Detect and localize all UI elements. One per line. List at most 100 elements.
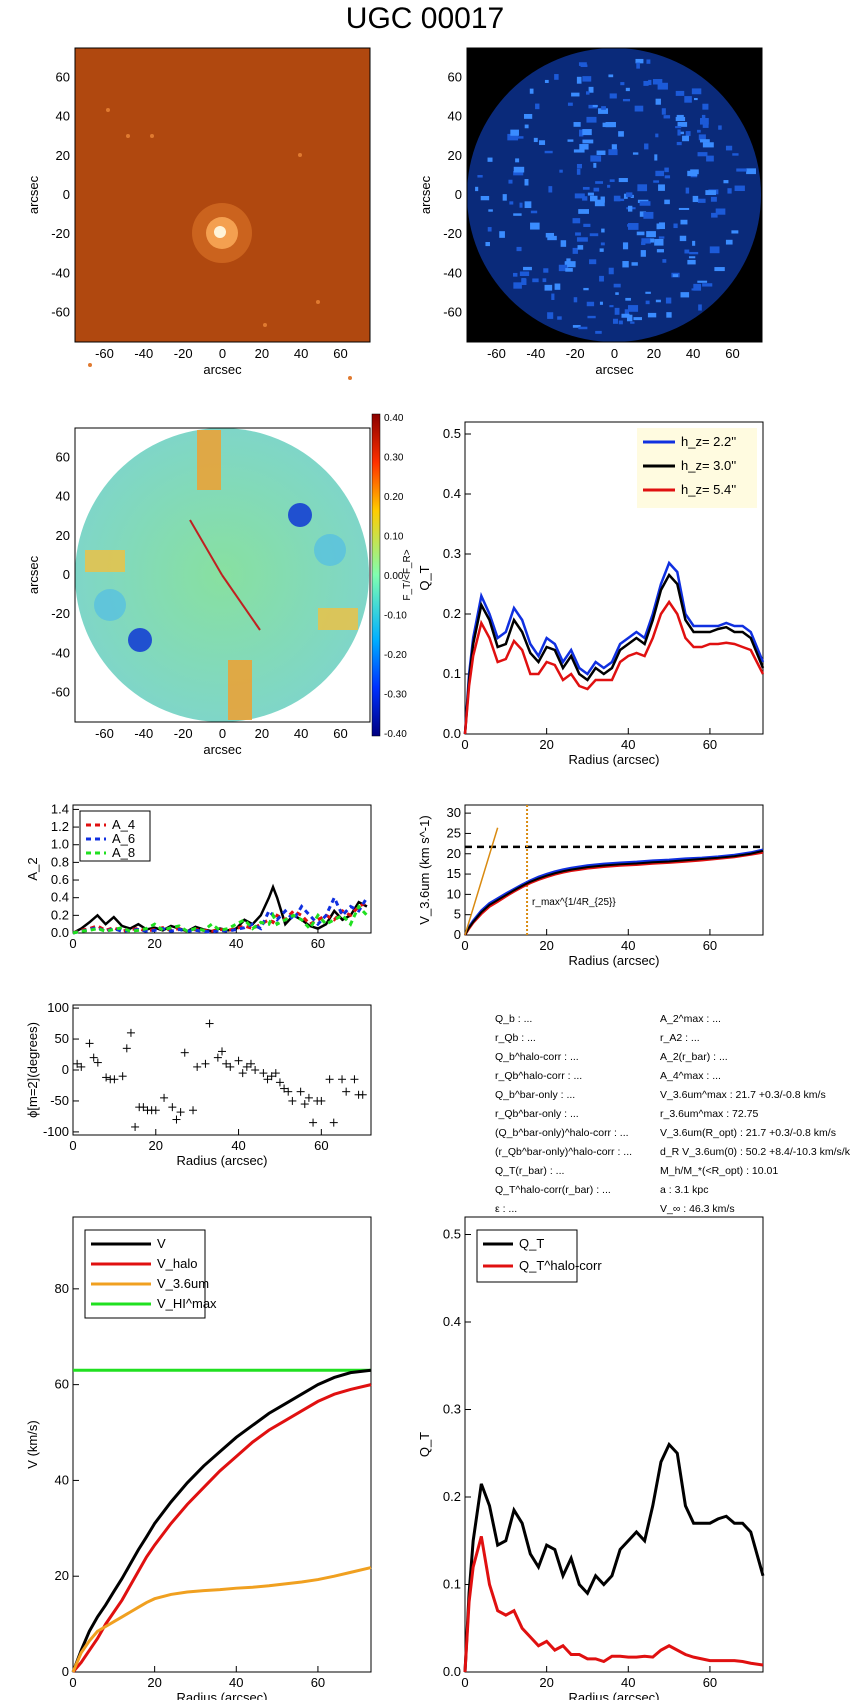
x-tick-label: 0 xyxy=(461,938,468,953)
speckle xyxy=(732,153,739,156)
speckle xyxy=(648,79,652,86)
speckle xyxy=(725,239,733,245)
speckle xyxy=(723,180,729,184)
speckle xyxy=(602,122,614,128)
legend-label: V_3.6um xyxy=(157,1276,209,1291)
speckle xyxy=(582,76,592,82)
speckle xyxy=(532,278,539,283)
v36-chart: 0 20 40 60 0 5 10 15 20 25 30 Radius (arcsec) V_3.6u… xyxy=(417,804,764,968)
rmax-label: r_max^{1/4R_{25}} xyxy=(532,897,616,908)
speckle xyxy=(576,163,582,169)
colorbar-tick: 0.30 xyxy=(384,453,404,464)
speckle xyxy=(554,283,561,290)
x-tick-label: 40 xyxy=(229,936,243,951)
speckle xyxy=(586,116,597,123)
speckle xyxy=(582,139,594,144)
series-line xyxy=(463,848,764,936)
speckle xyxy=(622,261,629,268)
speckle xyxy=(627,224,638,227)
image-panel-orange: -60 -40 -20 0 20 40 60 -60 -40 -20 0 20 40 60 arcsec ar… xyxy=(26,47,371,380)
x-tick-label: -60 xyxy=(95,346,114,361)
colorbar-tick: -0.30 xyxy=(384,690,407,701)
info-left-line: Q_b^bar-only : ... xyxy=(495,1089,576,1101)
info-left-line: r_Qb^bar-only : ... xyxy=(495,1108,579,1120)
speckle xyxy=(680,131,684,135)
speckle xyxy=(539,140,546,145)
scatter-point xyxy=(329,1118,338,1127)
x-tick-label: 20 xyxy=(539,1675,553,1690)
scatter-point xyxy=(176,1108,185,1117)
info-right-line: a : 3.1 kpc xyxy=(660,1184,709,1196)
info-right-line: V_∞ : 46.3 km/s xyxy=(660,1203,735,1215)
y-axis-label: arcsec xyxy=(26,175,41,214)
speckle xyxy=(627,305,639,312)
speckle xyxy=(573,149,585,153)
speckle xyxy=(691,288,698,291)
speckle xyxy=(524,124,529,129)
speckle xyxy=(658,236,665,239)
speckle xyxy=(666,312,672,318)
speckle xyxy=(601,106,606,110)
y-tick-label: 0.4 xyxy=(443,486,461,501)
speckle xyxy=(599,301,603,305)
colorbar-tick: 0.00 xyxy=(384,571,404,582)
legend-box xyxy=(79,810,151,862)
speckle xyxy=(582,186,590,190)
speckle xyxy=(508,179,513,184)
speckle xyxy=(564,261,576,268)
info-left-line: (Q_b^bar-only)^halo-corr : ... xyxy=(495,1127,629,1139)
speckle xyxy=(620,82,625,86)
series-line xyxy=(463,1535,764,1673)
scatter-point xyxy=(205,1019,214,1028)
speckle xyxy=(523,266,532,271)
x-tick-label: 0 xyxy=(69,1675,76,1690)
speckle xyxy=(705,190,716,196)
scatter-point xyxy=(242,1062,251,1071)
speckle xyxy=(635,58,644,64)
scatter-point xyxy=(102,1073,111,1082)
speckle xyxy=(697,280,708,283)
speckle xyxy=(601,228,605,233)
speckle xyxy=(608,149,618,156)
info-right-line: r_3.6um^max : 72.75 xyxy=(660,1108,759,1120)
x-axis-label: Radius (arcsec) xyxy=(176,1153,267,1168)
info-left-line: r_Qb^halo-corr : ... xyxy=(495,1070,583,1082)
speckle xyxy=(530,210,538,214)
speckle xyxy=(675,126,682,129)
scatter-point xyxy=(246,1059,255,1068)
x-tick-label: 60 xyxy=(703,1675,717,1690)
speckle xyxy=(572,218,581,224)
speckle xyxy=(657,82,668,90)
y-tick-label: 0 xyxy=(63,187,70,202)
speckle xyxy=(542,278,547,283)
info-right-line: M_h/M_*(<R_opt) : 10.01 xyxy=(660,1165,779,1177)
y-tick-label: 0 xyxy=(454,927,461,942)
colorbar xyxy=(371,413,381,737)
speckle xyxy=(600,196,605,203)
scatter-point xyxy=(280,1084,289,1093)
x-tick-label: 40 xyxy=(231,1138,245,1153)
y-tick-label: 25 xyxy=(447,825,461,840)
speckle xyxy=(714,267,725,272)
y-tick-label: -20 xyxy=(51,226,70,241)
y-axis-label: ϕ[m=2](degrees) xyxy=(25,1022,40,1118)
info-left-line: Q_T^halo-corr(r_bar) : ... xyxy=(495,1184,611,1196)
speckle xyxy=(658,222,665,230)
speckle xyxy=(587,192,594,196)
speckle xyxy=(576,168,581,175)
speckle xyxy=(524,179,529,186)
y-axis-label: arcsec xyxy=(26,555,41,594)
speckle xyxy=(625,297,631,301)
speckle xyxy=(599,248,604,252)
speckle xyxy=(678,207,690,210)
speckle xyxy=(646,59,651,64)
speckle xyxy=(618,320,623,325)
info-left: Q_b : ... r_Qb : ... Q_b^halo-corr : ... r_… xyxy=(495,1010,632,1219)
y-tick-label: 60 xyxy=(56,69,70,84)
x-tick-label: -40 xyxy=(526,346,545,361)
speckle xyxy=(600,242,605,246)
legend-label: V_halo xyxy=(157,1256,197,1271)
x-tick-label: 0 xyxy=(461,737,468,752)
speckle xyxy=(590,155,602,162)
series-line xyxy=(71,1368,372,1673)
